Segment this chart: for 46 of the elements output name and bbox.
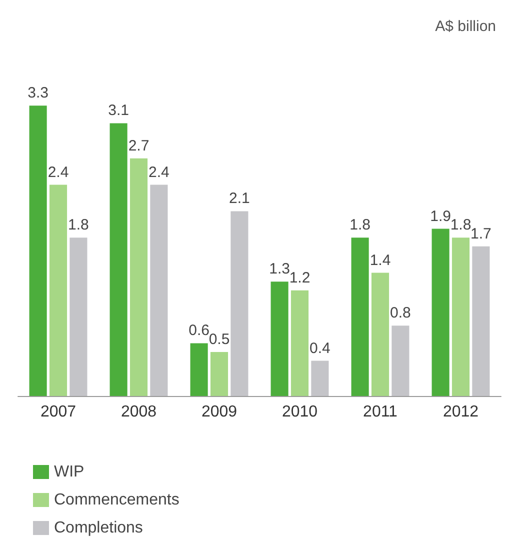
data-label: 2.7 <box>128 137 150 154</box>
x-tick-label: 2012 <box>442 404 479 420</box>
data-label: 0.5 <box>208 331 230 348</box>
legend-label: WIP <box>54 464 84 480</box>
x-tick-label: 2007 <box>40 404 76 420</box>
legend-label: Commencements <box>54 492 180 508</box>
bar <box>190 343 208 396</box>
x-tick-label: 2009 <box>201 404 238 420</box>
bar <box>130 158 148 396</box>
bar <box>49 184 68 396</box>
data-label: 2.4 <box>48 164 69 181</box>
data-label: 1.9 <box>430 208 451 225</box>
x-tick-label: 2011 <box>363 404 398 420</box>
data-label: 2.1 <box>229 190 250 208</box>
bar <box>371 272 390 396</box>
bar <box>70 238 88 396</box>
x-tick-label: 2010 <box>282 404 318 420</box>
data-label: 1.8 <box>450 216 472 234</box>
data-label: 3.3 <box>28 84 48 102</box>
bar <box>110 123 128 396</box>
bar <box>432 228 450 396</box>
x-tick-label: 2008 <box>120 404 157 420</box>
data-label: 0.4 <box>310 340 330 357</box>
data-label: 1.8 <box>350 216 370 234</box>
data-label: 3.1 <box>108 102 129 120</box>
data-label: 1.4 <box>370 252 391 269</box>
bar <box>392 326 410 396</box>
bar <box>230 211 248 396</box>
data-label: 1.8 <box>68 216 89 234</box>
bar <box>311 360 329 396</box>
bar <box>150 184 168 396</box>
bar <box>29 106 47 396</box>
bar <box>351 238 369 396</box>
bar <box>472 246 490 396</box>
data-label: 1.2 <box>289 269 310 286</box>
legend-label: Completions <box>54 520 143 536</box>
bar <box>210 352 228 396</box>
bar <box>290 290 309 396</box>
data-label: 2.4 <box>148 164 170 181</box>
data-label: 1.3 <box>269 260 290 278</box>
bar <box>452 238 470 396</box>
data-label: 0.8 <box>390 304 411 322</box>
data-label: 1.7 <box>470 225 492 242</box>
bar <box>270 282 288 396</box>
data-label: 0.6 <box>188 322 210 340</box>
y-axis-title: A$ billion <box>435 18 496 35</box>
